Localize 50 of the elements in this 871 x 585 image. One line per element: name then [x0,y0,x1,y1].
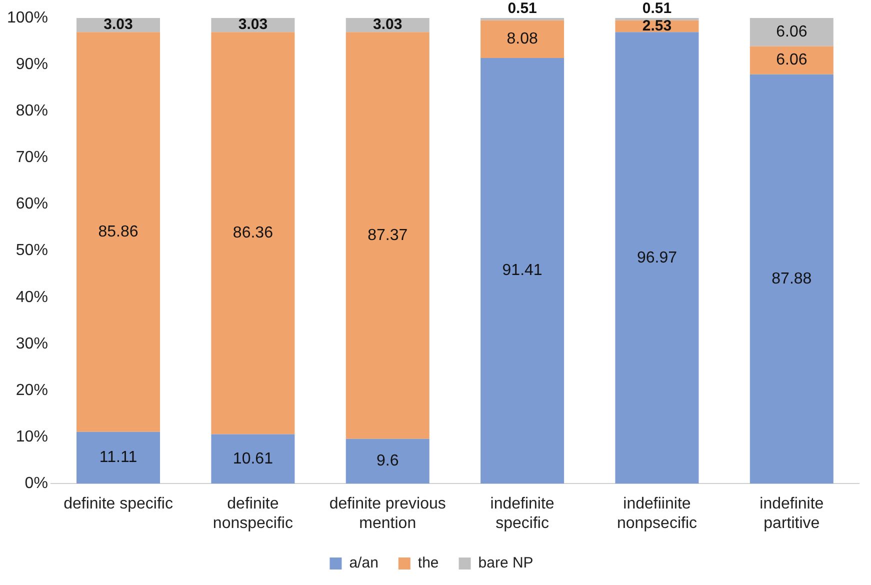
x-tick-label: indefiinite nonpsecific [616,496,698,532]
x-tick-label: definite nonspecific [212,496,293,532]
data-label: 8.08 [506,30,538,48]
y-tick-label: 20% [16,382,48,399]
y-tick-label: 80% [16,102,48,120]
data-label: 2.53 [642,17,672,34]
legend-label: the [418,554,439,572]
bar [211,32,295,434]
y-tick-label: 0% [24,475,48,492]
bar [480,58,564,484]
bar [211,434,295,484]
data-label: 9.6 [376,452,399,470]
y-tick-label: 50% [16,242,48,260]
x-tick-label: indefinite partitive [760,496,824,532]
y-tick-label: 30% [16,335,48,352]
bar [615,32,699,484]
y-tick-label: 10% [16,428,48,446]
y-tick-label: 40% [16,288,48,306]
data-label: 0.51 [642,0,672,18]
legend-label: a/an [349,554,378,572]
data-label: 3.03 [238,16,268,34]
bar [480,20,564,58]
data-label: 10.61 [232,450,274,468]
bar [750,18,834,46]
bar [346,32,430,439]
data-label: 3.03 [104,16,133,34]
bar [76,432,160,484]
x-tick-label: definite specific [64,496,173,513]
x-tick-label: indefinite specific [490,496,554,532]
legend-label: bare NP [478,554,534,572]
y-tick-label: 70% [16,149,48,166]
data-label: 87.88 [772,270,812,288]
data-label: 86.36 [232,224,274,242]
data-label: 87.37 [368,226,408,244]
data-label: 91.41 [502,262,542,280]
data-label: 11.11 [99,449,138,466]
data-label: 3.03 [373,16,402,34]
bar [750,46,834,74]
data-label: 6.06 [776,24,808,41]
data-label: 6.06 [776,52,808,69]
y-tick-label: 90% [16,56,48,73]
data-label: 0.51 [508,0,537,18]
x-tick-label: definite previous mention [329,496,446,532]
bar [76,32,160,432]
data-label: 85.86 [98,223,138,240]
y-tick-label: 100% [7,9,48,26]
bar [750,74,834,484]
data-label: 96.97 [636,249,678,266]
bar [346,438,430,484]
y-tick-label: 60% [16,196,48,213]
